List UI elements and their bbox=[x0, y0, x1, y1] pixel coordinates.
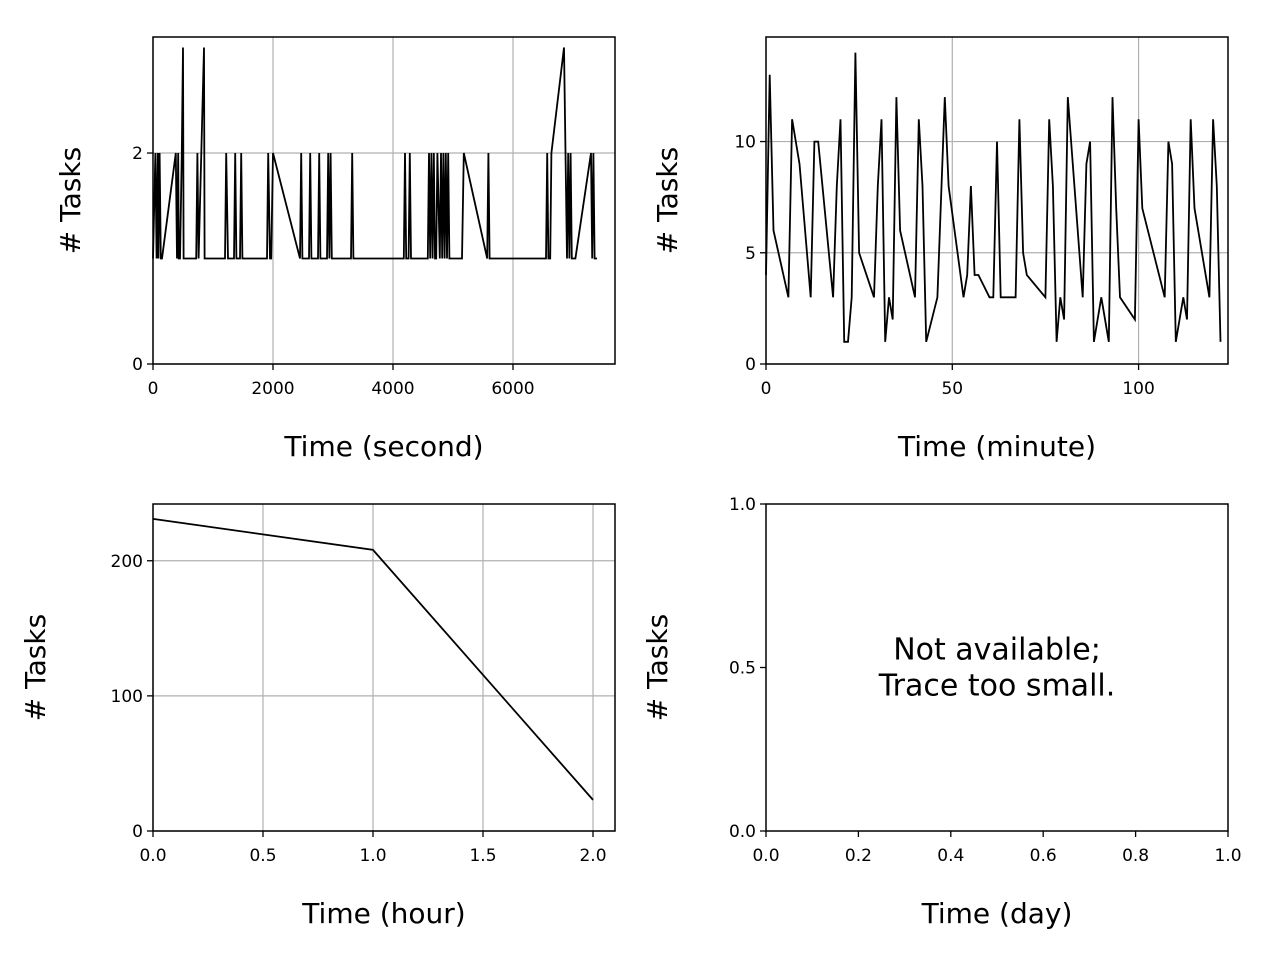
chart4-y-tick-label: 0.5 bbox=[729, 659, 756, 679]
chart4-x-axis-label: Time (day) bbox=[921, 897, 1073, 930]
chart2-y-tick-label: 10 bbox=[734, 133, 756, 153]
chart2-x-tick-label: 100 bbox=[1122, 379, 1154, 399]
chart1-panel: 0 2000 4000 6000 0 2 Time (second) # Tasks bbox=[54, 36, 616, 463]
chart1-x-tick-label: 2000 bbox=[251, 379, 294, 399]
chart4-annotation-line: Trace too small. bbox=[878, 669, 1116, 704]
chart2-x-axis-label: Time (minute) bbox=[897, 430, 1096, 463]
chart1-x-tick-label: 6000 bbox=[491, 379, 534, 399]
chart1-series-line bbox=[152, 47, 597, 260]
chart3-axes-frame bbox=[152, 503, 616, 832]
chart1-axes-frame bbox=[152, 36, 616, 365]
chart2-y-tick-label: 5 bbox=[745, 244, 756, 264]
chart2-y-axis-label: # Tasks bbox=[651, 147, 684, 254]
chart4-annotation-line: Not available; bbox=[893, 633, 1101, 668]
chart2-x-tick-label: 50 bbox=[941, 379, 963, 399]
chart1-x-axis-label: Time (second) bbox=[283, 430, 483, 463]
chart3-x-tick-label: 2.0 bbox=[579, 846, 606, 866]
chart1-y-axis-label: # Tasks bbox=[54, 147, 87, 254]
chart4-y-tick-label: 0.0 bbox=[729, 822, 756, 842]
chart4-x-tick-label: 0.4 bbox=[937, 846, 964, 866]
chart3-x-tick-label: 1.0 bbox=[359, 846, 386, 866]
chart2-y-tick-label: 0 bbox=[745, 355, 756, 375]
chart3-series-line bbox=[152, 518, 594, 801]
chart3-y-tick-label: 200 bbox=[111, 552, 143, 572]
chart3-y-tick-label: 0 bbox=[132, 822, 143, 842]
chart3-x-tick-label: 1.5 bbox=[469, 846, 496, 866]
chart3-y-axis-label: # Tasks bbox=[19, 614, 52, 721]
chart4-x-tick-label: 0.8 bbox=[1122, 846, 1149, 866]
chart3-x-tick-label: 0.5 bbox=[249, 846, 276, 866]
chart4-y-tick-label: 1.0 bbox=[729, 495, 756, 515]
chart1-y-tick-label: 2 bbox=[132, 144, 143, 164]
chart1-x-tick-label: 0 bbox=[148, 379, 159, 399]
chart4-y-axis-label: # Tasks bbox=[641, 614, 674, 721]
chart4-panel: 0.0 0.2 0.4 0.6 0.8 1.0 0.0 0.5 1.0 Time (day) # T… bbox=[641, 495, 1242, 930]
chart1-y-tick-label: 0 bbox=[132, 355, 143, 375]
chart1-x-tick-label: 4000 bbox=[371, 379, 414, 399]
chart3-x-axis-label: Time (hour) bbox=[301, 897, 465, 930]
chart2-axes-frame bbox=[765, 36, 1229, 365]
chart4-x-tick-label: 0.2 bbox=[845, 846, 872, 866]
chart3-y-tick-label: 100 bbox=[111, 687, 143, 707]
chart2-series-line bbox=[765, 52, 1222, 343]
chart4-x-tick-label: 0.6 bbox=[1030, 846, 1057, 866]
chart3-x-tick-label: 0.0 bbox=[139, 846, 166, 866]
chart4-x-tick-label: 1.0 bbox=[1214, 846, 1241, 866]
chart3-panel: 0.0 0.5 1.0 1.5 2.0 0 100 200 Time (hour) # Tasks bbox=[19, 503, 616, 930]
chart2-x-tick-label: 0 bbox=[761, 379, 772, 399]
chart2-panel: 0 50 100 0 5 10 Time (minute) # Tasks bbox=[651, 36, 1229, 463]
chart4-x-tick-label: 0.0 bbox=[752, 846, 779, 866]
